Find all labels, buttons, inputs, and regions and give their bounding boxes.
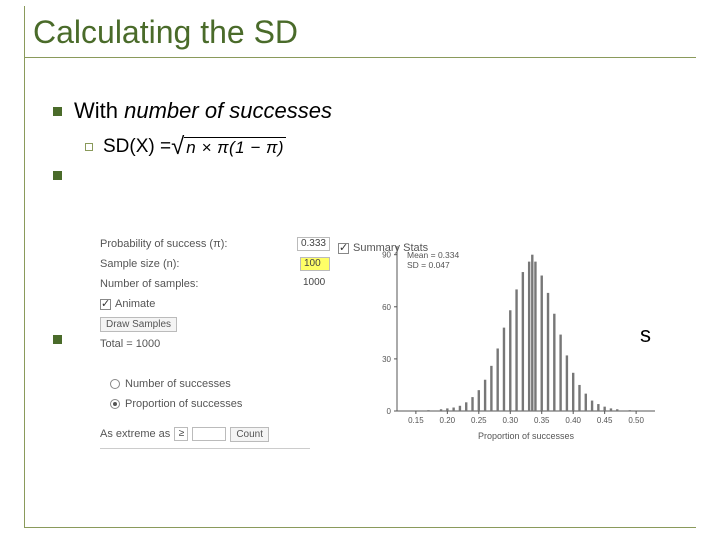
svg-text:SD = 0.047: SD = 0.047 [407,260,450,270]
slide-title: Calculating the SD [25,6,696,58]
formula-lhs: SD(X) = [103,136,171,158]
bullet1-italic: number of successes [124,98,332,123]
draw-samples-button[interactable]: Draw Samples [100,317,177,332]
radical-icon: √ [171,137,184,157]
svg-text:0.40: 0.40 [565,416,581,425]
row-extreme: As extreme as ≥ Count [100,426,330,442]
radio-number[interactable] [110,379,120,389]
sqrt: √ n × π(1 − π) [171,137,286,158]
row-n: Sample size (n): 100 [100,256,330,272]
row-total: Total = 1000 [100,336,330,352]
row-draw: Draw Samples [100,316,330,332]
extreme-op-select[interactable]: ≥ [174,427,188,441]
bullet-level1: With number of successes [53,98,696,124]
distribution-chart: 0 30 60 90 0.15 0.20 0.25 0.30 0.35 0.40 0.45 0.50 P… [365,236,665,451]
n-input[interactable]: 100 [300,257,330,271]
chart-svg: 0 30 60 90 0.15 0.20 0.25 0.30 0.35 0.40 0.45 0.50 P… [365,236,665,451]
obscured-bullet-icon [53,162,74,180]
svg-text:0.45: 0.45 [597,416,613,425]
pi-input[interactable]: 0.333 [297,237,330,251]
svg-text:60: 60 [382,303,391,312]
slide-content: With number of successes SD(X) = √ n × π… [25,58,696,158]
animate-checkbox[interactable] [100,299,111,310]
count-button[interactable]: Count [230,427,269,442]
svg-text:0.20: 0.20 [440,416,456,425]
pi-label: Probability of success (π): [100,238,297,250]
row-pi: Probability of success (π): 0.333 [100,236,330,252]
samples-label: Number of samples: [100,278,300,290]
svg-text:30: 30 [382,355,391,364]
formula-radicand: n × π(1 − π) [184,137,286,158]
controls-column: Probability of success (π): 0.333 Sample… [100,236,330,449]
svg-text:0.25: 0.25 [471,416,487,425]
svg-text:0.35: 0.35 [534,416,550,425]
svg-text:0: 0 [387,407,392,416]
svg-text:0.15: 0.15 [408,416,424,425]
row-animate: Animate [100,296,330,312]
bullet1-text: With number of successes [74,98,332,124]
radio-num-label: Number of successes [125,378,231,390]
bullet-level2: SD(X) = √ n × π(1 − π) [85,136,696,158]
divider [100,448,310,449]
bullet-square-icon [53,107,62,116]
radio-proportion[interactable] [110,399,120,409]
applet-panel: Probability of success (π): 0.333 Sample… [100,236,672,496]
animate-label: Animate [115,298,155,310]
svg-text:Mean = 0.334: Mean = 0.334 [407,250,459,260]
sd-formula: SD(X) = √ n × π(1 − π) [103,136,286,158]
bullet-hollow-square-icon [85,143,93,151]
extreme-value-input[interactable] [192,427,226,441]
svg-text:0.30: 0.30 [502,416,518,425]
obscured-bullet-icon [53,326,74,344]
row-samples: Number of samples: 1000 [100,276,330,292]
n-label: Sample size (n): [100,258,300,270]
svg-text:0.50: 0.50 [628,416,644,425]
svg-text:Proportion of successes: Proportion of successes [478,431,575,441]
row-radio-num: Number of successes [100,376,330,392]
total-label: Total = 1000 [100,338,160,350]
radio-prop-label: Proportion of successes [125,398,242,410]
row-radio-prop: Proportion of successes [100,396,330,412]
bullet1-prefix: With [74,98,124,123]
summary-checkbox[interactable] [338,243,349,254]
samples-value: 1000 [300,277,330,291]
slide-frame: Calculating the SD With number of succes… [24,6,696,528]
svg-text:90: 90 [382,251,391,260]
extreme-label: As extreme as [100,428,170,440]
